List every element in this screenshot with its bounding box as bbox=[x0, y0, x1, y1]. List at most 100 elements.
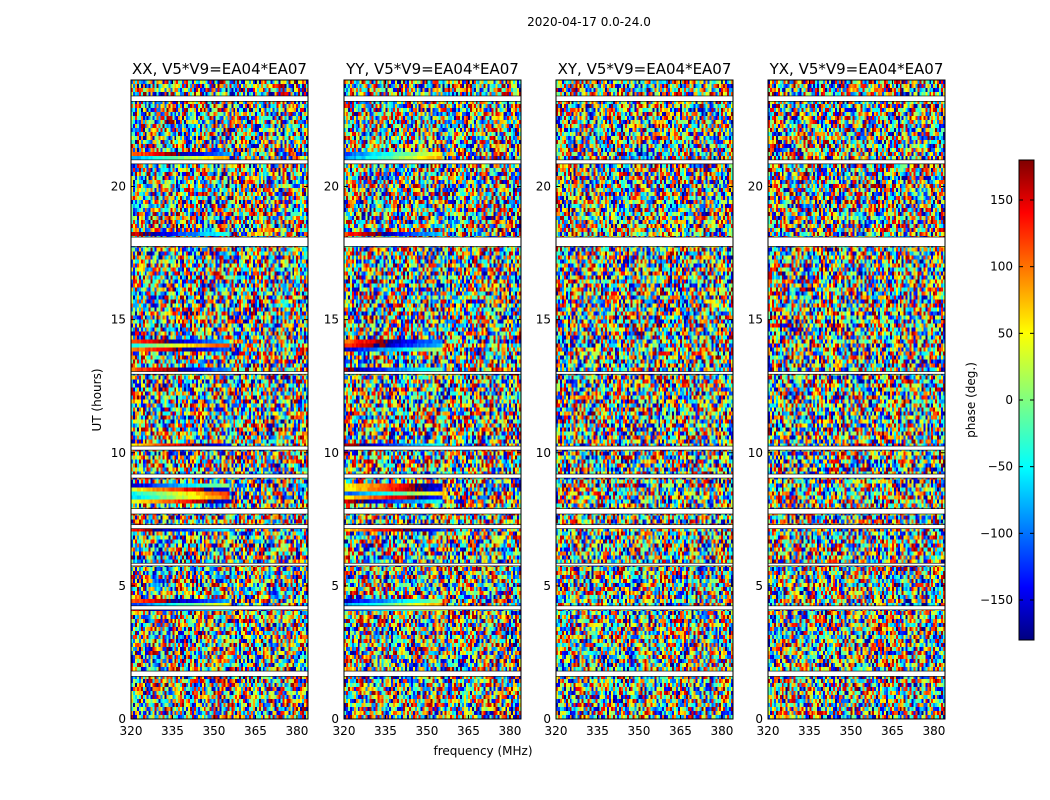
flagged-band bbox=[555, 562, 734, 567]
flagged-band bbox=[130, 445, 309, 451]
phase-heatmap-xx bbox=[131, 80, 308, 719]
colorbar: 150 100 50 0 −50 −100 −150 bbox=[980, 159, 1035, 641]
x-tick-label: 380 bbox=[922, 724, 945, 738]
flagged-band bbox=[767, 562, 946, 567]
y-tick-label: 20 bbox=[748, 180, 763, 194]
flagged-band bbox=[343, 562, 522, 567]
panel-yx: YX, V5*V9=EA04*EA07 320 335 350 365 380 0 5 10 15… bbox=[748, 60, 946, 738]
flagged-band bbox=[343, 371, 522, 375]
flagged-band bbox=[343, 508, 522, 515]
panel-title: XX, V5*V9=EA04*EA07 bbox=[132, 60, 307, 78]
flagged-band bbox=[767, 95, 946, 102]
phase-heatmap-yx bbox=[768, 80, 945, 719]
y-tick-label: 15 bbox=[324, 313, 339, 327]
panel-title: YX, V5*V9=EA04*EA07 bbox=[769, 60, 944, 78]
phase-heatmap-yy bbox=[344, 80, 521, 719]
flagged-band bbox=[555, 605, 734, 611]
flagged-band bbox=[130, 508, 309, 515]
colorbar-tick-label: 100 bbox=[990, 260, 1013, 274]
flagged-band bbox=[767, 605, 946, 611]
flagged-band bbox=[767, 159, 946, 165]
flagged-band bbox=[555, 670, 734, 677]
flagged-band bbox=[767, 236, 946, 247]
flagged-band bbox=[343, 605, 522, 611]
phase-heatmap-xy bbox=[556, 80, 733, 719]
y-tick-label: 10 bbox=[536, 446, 551, 460]
x-tick-label: 335 bbox=[798, 724, 821, 738]
colorbar-tick-label: 50 bbox=[998, 326, 1013, 340]
flagged-band bbox=[343, 236, 522, 247]
x-tick-label: 335 bbox=[161, 724, 184, 738]
x-tick-label: 365 bbox=[457, 724, 480, 738]
axes-frame bbox=[767, 79, 946, 720]
y-tick-label: 0 bbox=[331, 712, 339, 726]
y-tick-label: 15 bbox=[748, 313, 763, 327]
colorbar-tick-label: −50 bbox=[988, 460, 1013, 474]
flagged-band bbox=[555, 445, 734, 451]
panel-title: XY, V5*V9=EA04*EA07 bbox=[558, 60, 732, 78]
flagged-band bbox=[555, 524, 734, 529]
flagged-band bbox=[130, 236, 309, 247]
colorbar-tick-label: 0 bbox=[1005, 393, 1013, 407]
panels: XX, V5*V9=EA04*EA07 320 335 350 365 380 0 5 10 15… bbox=[111, 60, 946, 738]
flagged-band bbox=[767, 473, 946, 479]
colorbar-tick-label: −100 bbox=[980, 526, 1013, 540]
axes-frame bbox=[130, 79, 309, 720]
x-tick-label: 365 bbox=[881, 724, 904, 738]
colorbar-tick-label: −150 bbox=[980, 593, 1013, 607]
x-tick-label: 365 bbox=[244, 724, 267, 738]
x-tick-label: 320 bbox=[757, 724, 780, 738]
y-tick-label: 20 bbox=[536, 180, 551, 194]
x-tick-label: 350 bbox=[628, 724, 651, 738]
x-tick-label: 380 bbox=[285, 724, 308, 738]
flagged-band bbox=[767, 371, 946, 375]
y-tick-label: 15 bbox=[111, 313, 126, 327]
flagged-band bbox=[555, 473, 734, 479]
axes-frame bbox=[555, 79, 734, 720]
flagged-band bbox=[130, 524, 309, 529]
y-tick-label: 15 bbox=[536, 313, 551, 327]
x-tick-label: 380 bbox=[498, 724, 521, 738]
flagged-band bbox=[555, 236, 734, 247]
axes-frame bbox=[343, 79, 522, 720]
panel-xy: XY, V5*V9=EA04*EA07 320 335 350 365 380 0 5 10 15… bbox=[536, 60, 734, 738]
flagged-band bbox=[343, 473, 522, 479]
x-tick-label: 365 bbox=[669, 724, 692, 738]
flagged-band bbox=[555, 371, 734, 375]
x-tick-label: 320 bbox=[333, 724, 356, 738]
figure-suptitle: 2020-04-17 0.0-24.0 bbox=[527, 15, 651, 29]
y-tick-label: 20 bbox=[111, 180, 126, 194]
flagged-band bbox=[130, 371, 309, 375]
flagged-band bbox=[130, 670, 309, 677]
flagged-band bbox=[555, 95, 734, 102]
y-tick-label: 5 bbox=[543, 579, 551, 593]
flagged-band bbox=[555, 159, 734, 165]
panel-title: YY, V5*V9=EA04*EA07 bbox=[345, 60, 519, 78]
y-axis-label: UT (hours) bbox=[90, 368, 104, 431]
x-tick-label: 335 bbox=[586, 724, 609, 738]
y-tick-label: 5 bbox=[118, 579, 126, 593]
x-tick-label: 350 bbox=[416, 724, 439, 738]
colorbar-tick-label: 150 bbox=[990, 193, 1013, 207]
flagged-band bbox=[343, 95, 522, 102]
y-tick-label: 10 bbox=[111, 446, 126, 460]
y-tick-label: 10 bbox=[748, 446, 763, 460]
flagged-band bbox=[555, 508, 734, 515]
y-tick-label: 10 bbox=[324, 446, 339, 460]
x-tick-label: 350 bbox=[203, 724, 226, 738]
y-tick-label: 20 bbox=[324, 180, 339, 194]
flagged-band bbox=[767, 670, 946, 677]
x-tick-label: 320 bbox=[120, 724, 143, 738]
flagged-band bbox=[343, 445, 522, 451]
x-tick-label: 350 bbox=[840, 724, 863, 738]
x-tick-label: 335 bbox=[374, 724, 397, 738]
flagged-band bbox=[130, 605, 309, 611]
colorbar-label: phase (deg.) bbox=[964, 362, 978, 438]
flagged-band bbox=[767, 445, 946, 451]
x-axis-label: frequency (MHz) bbox=[433, 744, 532, 758]
panel-yy: YY, V5*V9=EA04*EA07 320 335 350 365 380 0 5 10 15… bbox=[324, 60, 522, 738]
flagged-band bbox=[343, 159, 522, 165]
flagged-band bbox=[343, 670, 522, 677]
y-tick-label: 0 bbox=[755, 712, 763, 726]
